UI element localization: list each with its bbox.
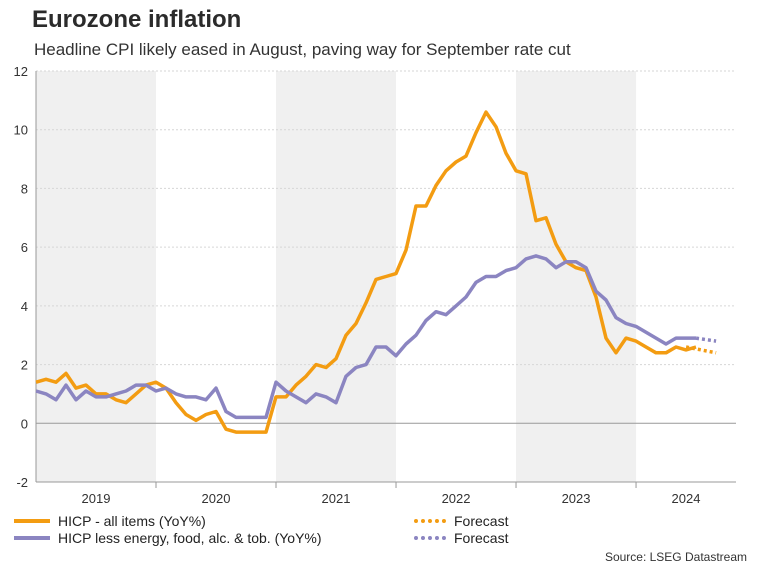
shade-2021 — [276, 71, 397, 482]
y-tick-label: 4 — [21, 299, 28, 314]
forecast-line-0 — [685, 345, 717, 355]
legend-item-headline: HICP - all items (YoY%) — [14, 513, 206, 529]
legend-swatch-headline — [14, 519, 50, 523]
y-tick-label: 12 — [14, 64, 28, 79]
y-axis: -2 0 2 4 6 8 10 12 — [14, 64, 37, 490]
shade-2023 — [516, 71, 637, 482]
legend-item-forecast-core: Forecast — [414, 530, 508, 546]
y-tick-label: 10 — [14, 123, 28, 138]
x-tick-label: 2024 — [672, 491, 701, 506]
y-tick-label: 0 — [21, 416, 28, 431]
y-tick-label: -2 — [16, 475, 28, 490]
legend-label-forecast-headline: Forecast — [454, 513, 509, 529]
chart-title: Eurozone inflation — [32, 6, 242, 33]
y-tick-label: 6 — [21, 240, 28, 255]
chart-subtitle: Headline CPI likely eased in August, pav… — [34, 40, 571, 59]
legend-swatch-core — [14, 536, 50, 540]
legend-item-core: HICP less energy, food, alc. & tob. (YoY… — [14, 530, 322, 546]
legend-label-forecast-core: Forecast — [454, 530, 509, 546]
y-tick-label: 8 — [21, 181, 28, 196]
series-line-1 — [35, 254, 696, 420]
year-shading — [36, 71, 637, 482]
forecast-line-1 — [695, 336, 717, 343]
x-tick-label: 2021 — [322, 491, 351, 506]
x-tick-label: 2022 — [442, 491, 471, 506]
legend-swatch-forecast-headline — [414, 519, 446, 523]
x-tick-label: 2020 — [202, 491, 231, 506]
legend-swatch-forecast-core — [414, 536, 446, 540]
legend-label-core: HICP less energy, food, alc. & tob. (YoY… — [58, 530, 322, 546]
x-tick-label: 2019 — [82, 491, 111, 506]
shade-2019 — [36, 71, 157, 482]
y-tick-label: 2 — [21, 358, 28, 373]
legend-label-headline: HICP - all items (YoY%) — [58, 513, 206, 529]
series-lines — [35, 110, 717, 434]
x-axis: 2019 2020 2021 2022 2023 2024 — [36, 481, 736, 506]
legend-item-forecast-headline: Forecast — [414, 513, 508, 529]
source-note: Source: LSEG Datastream — [604, 550, 747, 564]
x-tick-label: 2023 — [562, 491, 591, 506]
